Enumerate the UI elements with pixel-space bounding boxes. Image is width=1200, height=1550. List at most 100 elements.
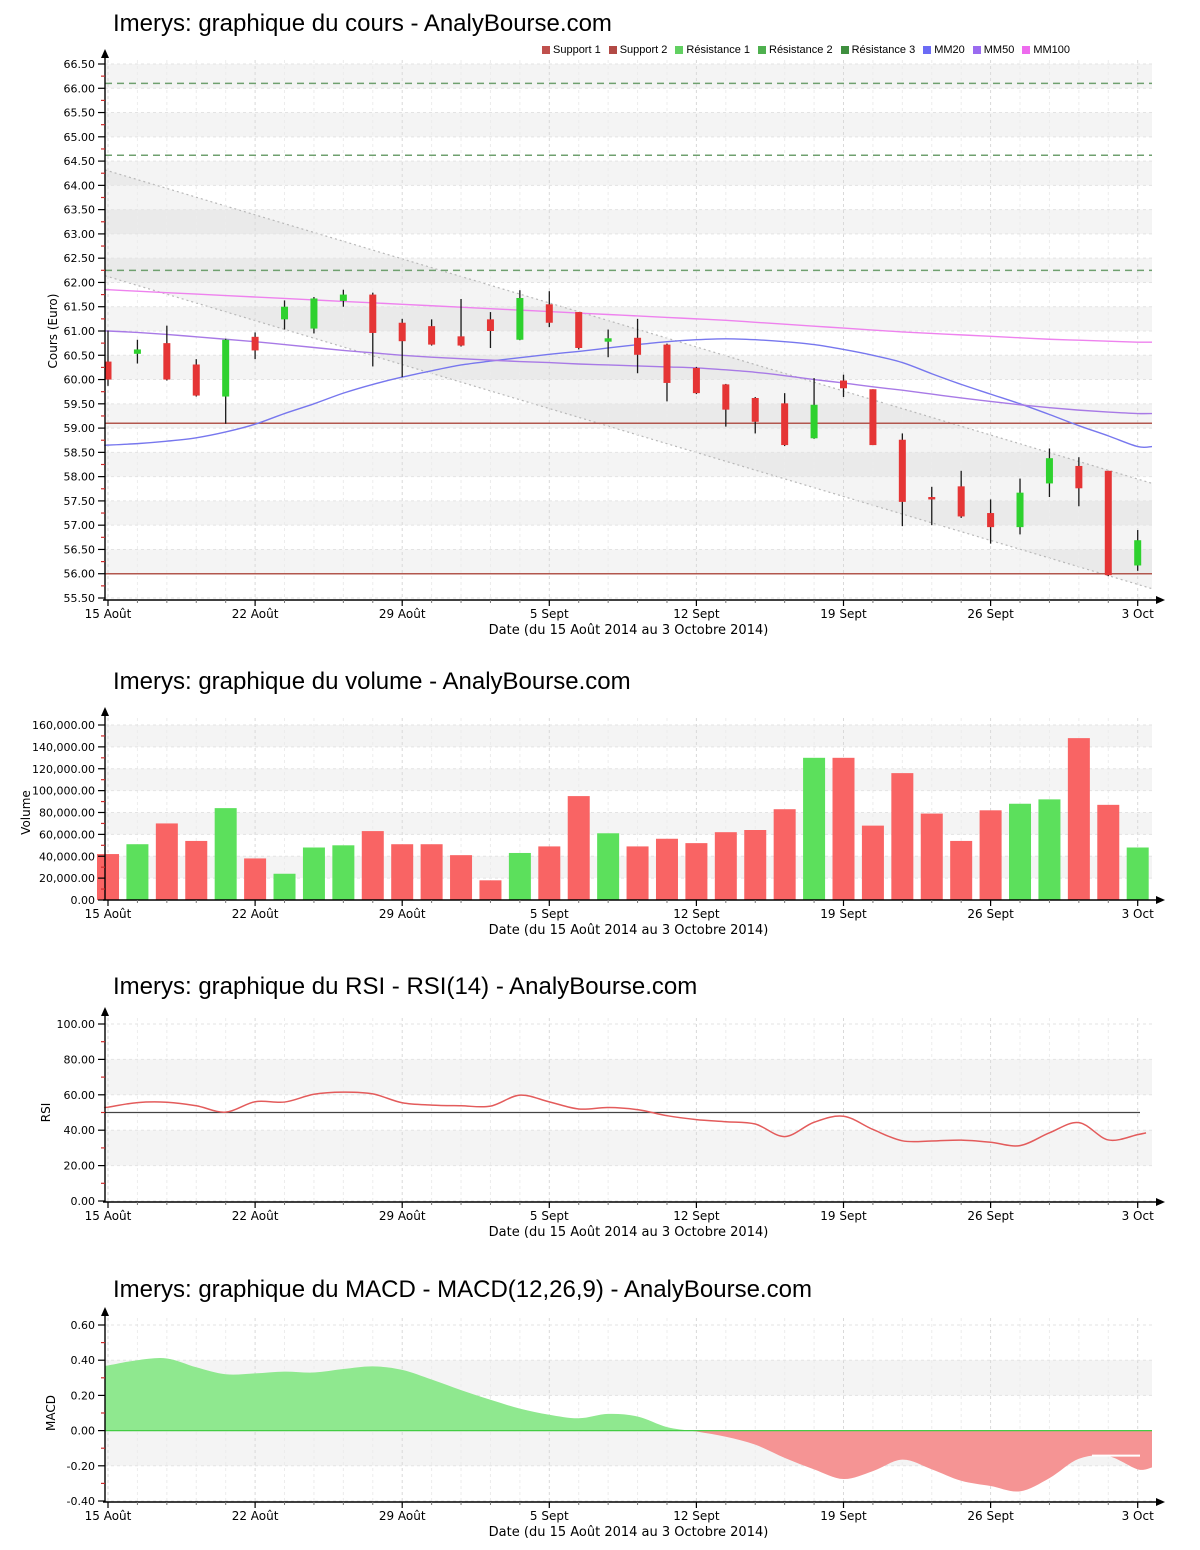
svg-text:15 Août: 15 Août bbox=[85, 607, 132, 621]
svg-text:5 Sept: 5 Sept bbox=[530, 907, 569, 921]
svg-text:62.50: 62.50 bbox=[64, 252, 96, 265]
volume-bar bbox=[773, 809, 796, 900]
svg-text:160,000.00: 160,000.00 bbox=[32, 719, 95, 732]
zebra-bands bbox=[105, 64, 1152, 574]
svg-text:22 Août: 22 Août bbox=[232, 907, 279, 921]
candle bbox=[398, 318, 406, 378]
svg-text:29 Août: 29 Août bbox=[379, 1509, 426, 1523]
candle bbox=[692, 366, 700, 395]
candle bbox=[163, 325, 171, 381]
candle bbox=[722, 383, 730, 427]
svg-text:55.50: 55.50 bbox=[64, 592, 96, 605]
svg-text:0.40: 0.40 bbox=[71, 1354, 96, 1367]
price-chart-legend: Support 1 Support 2 Résistance 1 Résistance… bbox=[542, 44, 1182, 56]
svg-text:63.50: 63.50 bbox=[64, 204, 96, 217]
support-resistance-lines bbox=[105, 82, 1152, 575]
candle bbox=[486, 312, 494, 348]
svg-text:Date (du 15 Août 2014 au 3 Oct: Date (du 15 Août 2014 au 3 Octobre 2014) bbox=[489, 1225, 769, 1240]
svg-text:60.00: 60.00 bbox=[64, 1089, 96, 1102]
volume-bar bbox=[273, 873, 296, 900]
svg-text:0.00: 0.00 bbox=[71, 1195, 96, 1208]
candle bbox=[663, 343, 671, 402]
svg-text:40.00: 40.00 bbox=[64, 1124, 96, 1137]
axes: 0.00 20.00 40.00 60.00 80.00 100.00 15 Août 22 … bbox=[39, 1007, 1165, 1240]
svg-text:15 Août: 15 Août bbox=[85, 1209, 132, 1223]
axes: 55.50 56.00 56.50 57.00 57.50 58.00 58.50 59.00… bbox=[46, 49, 1165, 638]
svg-text:12 Sept: 12 Sept bbox=[673, 1509, 720, 1523]
svg-text:100.00: 100.00 bbox=[57, 1018, 96, 1031]
svg-text:57.50: 57.50 bbox=[64, 495, 96, 508]
svg-text:120,000.00: 120,000.00 bbox=[32, 763, 95, 776]
legend-label: Résistance 3 bbox=[851, 44, 916, 56]
svg-text:Date (du 15 Août 2014 au 3 Oct: Date (du 15 Août 2014 au 3 Octobre 2014) bbox=[489, 623, 769, 638]
svg-text:19 Sept: 19 Sept bbox=[820, 907, 867, 921]
price-chart-plot: 55.50 56.00 56.50 57.00 57.50 58.00 58.50 59.00… bbox=[46, 49, 1165, 638]
legend-swatch-icon bbox=[1022, 46, 1031, 54]
svg-text:22 Août: 22 Août bbox=[232, 1209, 279, 1223]
svg-text:-0.20: -0.20 bbox=[67, 1460, 95, 1473]
candle bbox=[987, 499, 995, 544]
svg-text:Date (du 15 Août 2014 au 3 Oct: Date (du 15 Août 2014 au 3 Octobre 2014) bbox=[489, 1525, 769, 1540]
volume-bar bbox=[302, 847, 325, 900]
volume-bar bbox=[714, 832, 737, 900]
svg-text:22 Août: 22 Août bbox=[232, 1509, 279, 1523]
svg-text:Cours (Euro): Cours (Euro) bbox=[46, 294, 60, 369]
svg-text:0.00: 0.00 bbox=[71, 1425, 96, 1438]
svg-text:5 Sept: 5 Sept bbox=[530, 607, 569, 621]
candle bbox=[222, 338, 230, 424]
candle bbox=[545, 291, 553, 328]
svg-text:5 Sept: 5 Sept bbox=[530, 1509, 569, 1523]
volume-bar bbox=[744, 830, 767, 900]
legend-swatch-icon bbox=[675, 46, 684, 54]
legend-swatch-icon bbox=[542, 46, 550, 54]
candlesticks bbox=[104, 289, 1142, 577]
candle bbox=[869, 389, 877, 446]
svg-text:29 Août: 29 Août bbox=[379, 907, 426, 921]
macd-chart-canvas: -0.40 -0.20 0.00 0.20 0.40 0.60 15 Août 22 Août… bbox=[44, 1307, 1165, 1540]
candle bbox=[457, 298, 465, 347]
candle bbox=[1016, 478, 1024, 535]
svg-text:80,000.00: 80,000.00 bbox=[39, 807, 95, 820]
svg-text:26 Sept: 26 Sept bbox=[967, 607, 1014, 621]
volume-bar bbox=[361, 831, 384, 900]
svg-text:19 Sept: 19 Sept bbox=[820, 1509, 867, 1523]
volume-bar bbox=[479, 880, 502, 900]
legend-swatch-icon bbox=[758, 46, 766, 54]
svg-text:0.00: 0.00 bbox=[71, 894, 96, 907]
volume-bar bbox=[891, 773, 914, 900]
legend-item: Support 2 bbox=[608, 44, 667, 56]
candle bbox=[369, 292, 377, 367]
legend-item: Support 1 bbox=[542, 44, 601, 56]
candle bbox=[1045, 448, 1053, 498]
rsi-chart-canvas: 0.00 20.00 40.00 60.00 80.00 100.00 15 Août 22 … bbox=[39, 1007, 1165, 1240]
svg-text:12 Sept: 12 Sept bbox=[673, 1209, 720, 1223]
svg-text:3 Oct: 3 Oct bbox=[1122, 607, 1154, 621]
candle bbox=[575, 312, 583, 350]
svg-text:MACD: MACD bbox=[44, 1395, 58, 1431]
volume-bar bbox=[920, 813, 943, 900]
legend-item: MM20 bbox=[923, 44, 965, 56]
svg-text:60.50: 60.50 bbox=[64, 349, 96, 362]
zebra-bands bbox=[105, 1059, 1152, 1166]
volume-bar bbox=[244, 858, 267, 900]
svg-text:62.00: 62.00 bbox=[64, 276, 96, 289]
svg-text:63.00: 63.00 bbox=[64, 228, 96, 241]
price-chart-canvas: 55.50 56.00 56.50 57.00 57.50 58.00 58.50 59.00… bbox=[46, 49, 1165, 638]
svg-text:60,000.00: 60,000.00 bbox=[39, 828, 95, 841]
volume-chart-title: Imerys: graphique du volume - AnalyBours… bbox=[113, 668, 631, 695]
volume-bar bbox=[450, 855, 473, 900]
volume-bars bbox=[97, 738, 1149, 900]
volume-bar bbox=[950, 840, 973, 900]
svg-text:19 Sept: 19 Sept bbox=[820, 607, 867, 621]
svg-text:20.00: 20.00 bbox=[64, 1160, 96, 1173]
svg-text:RSI: RSI bbox=[39, 1103, 53, 1123]
macd-area-negative bbox=[105, 1430, 1152, 1492]
svg-text:58.50: 58.50 bbox=[64, 446, 96, 459]
svg-text:65.00: 65.00 bbox=[64, 131, 96, 144]
candle bbox=[957, 470, 965, 518]
svg-text:26 Sept: 26 Sept bbox=[967, 907, 1014, 921]
candle bbox=[339, 289, 347, 307]
candle bbox=[604, 329, 612, 358]
legend-item: Résistance 1 bbox=[675, 44, 750, 56]
